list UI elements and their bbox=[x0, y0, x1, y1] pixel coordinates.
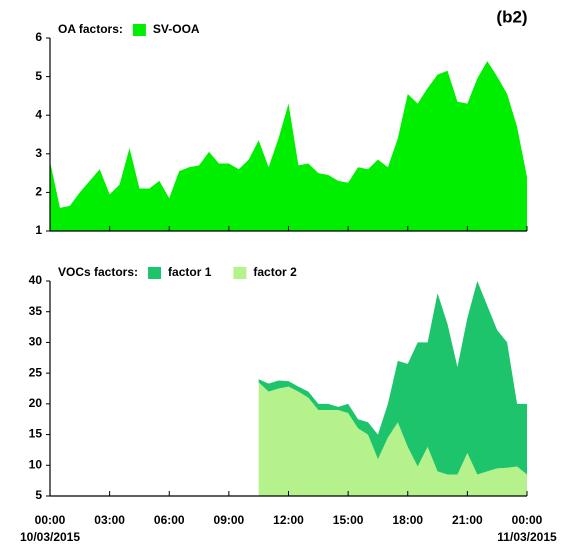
legend-label: factor 1 bbox=[168, 265, 212, 279]
y-tick-label: 6 bbox=[35, 30, 42, 44]
x-tick-label: 00:00 bbox=[512, 513, 543, 527]
y-tick-label: 5 bbox=[35, 488, 42, 502]
y-tick-label: 10 bbox=[29, 457, 43, 471]
legend-swatch bbox=[233, 267, 247, 279]
date-label: 10/03/2015 bbox=[20, 530, 80, 544]
x-tick-label: 15:00 bbox=[333, 513, 364, 527]
x-tick-label: 06:00 bbox=[154, 513, 185, 527]
y-tick-label: 20 bbox=[29, 396, 43, 410]
y-tick-label: 15 bbox=[29, 427, 43, 441]
x-tick-label: 18:00 bbox=[392, 513, 423, 527]
legend-label: SV-OOA bbox=[153, 22, 200, 36]
legend-swatch bbox=[132, 24, 146, 36]
y-tick-label: 25 bbox=[29, 365, 43, 379]
y-tick-label: 5 bbox=[35, 69, 42, 83]
area bbox=[50, 61, 527, 231]
area bbox=[258, 281, 527, 475]
legend-label: factor 2 bbox=[253, 265, 297, 279]
x-tick-label: 21:00 bbox=[452, 513, 483, 527]
x-tick-label: 09:00 bbox=[214, 513, 245, 527]
legend-title: VOCs factors: bbox=[58, 265, 138, 279]
y-tick-label: 4 bbox=[35, 107, 42, 121]
x-tick-label: 03:00 bbox=[94, 513, 125, 527]
date-label: 11/03/2015 bbox=[497, 530, 557, 544]
y-tick-label: 35 bbox=[29, 304, 43, 318]
panel-label: (b2) bbox=[496, 7, 527, 26]
x-tick-label: 00:00 bbox=[35, 513, 66, 527]
x-tick-label: 12:00 bbox=[273, 513, 304, 527]
area bbox=[258, 382, 527, 496]
legend-swatch bbox=[148, 267, 162, 279]
y-tick-label: 3 bbox=[35, 146, 42, 160]
y-tick-label: 2 bbox=[35, 185, 42, 199]
y-tick-label: 1 bbox=[35, 223, 42, 237]
y-tick-label: 40 bbox=[29, 273, 43, 287]
y-tick-label: 30 bbox=[29, 335, 43, 349]
legend-title: OA factors: bbox=[58, 22, 123, 36]
